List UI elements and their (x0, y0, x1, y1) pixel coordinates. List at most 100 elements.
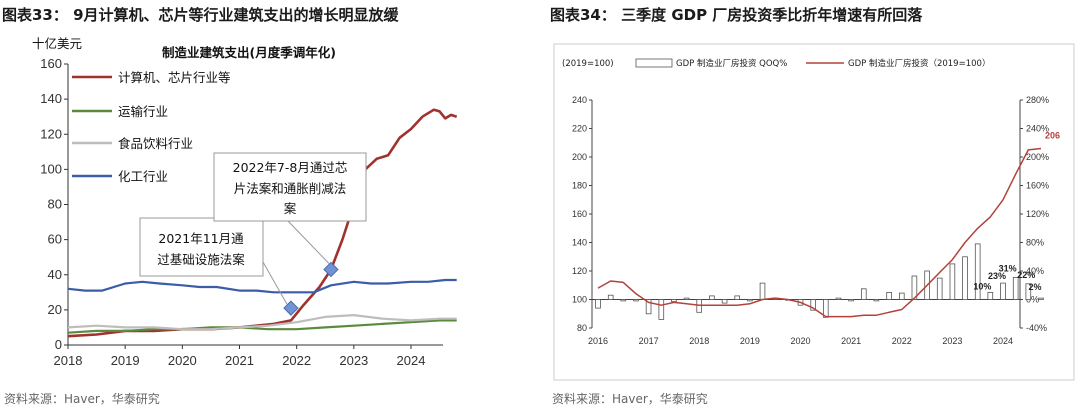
left-chart-title: 制造业建筑支出(月度季调年化) (162, 45, 336, 60)
right-left-tick-label: 200 (572, 152, 587, 162)
left-annotation-text: 2021年11月通 (158, 231, 244, 246)
right-bar-value-label: 22% (1017, 270, 1035, 280)
right-base-label: (2019=100) (562, 59, 614, 69)
left-series-line (67, 314, 457, 331)
right-qoq-bar (721, 299, 728, 304)
left-annotation-text: 2022年7-8月通过芯 (233, 160, 348, 175)
left-y-tick-label: 60 (48, 232, 62, 247)
left-legend-label: 化工行业 (118, 169, 168, 184)
left-x-tick-label: 2024 (397, 353, 426, 368)
left-legend-label: 计算机、芯片行业等 (118, 70, 231, 85)
left-series-line (67, 319, 457, 334)
left-y-tick-label: 0 (55, 337, 62, 352)
left-y-tick-label: 40 (48, 267, 62, 282)
right-x-tick-label: 2018 (689, 336, 709, 346)
left-figure-title: 图表33： 9月计算机、芯片等行业建筑支出的增长明显放缓 (2, 6, 399, 24)
right-qoq-bar (734, 295, 741, 300)
left-x-tick-label: 2023 (339, 353, 368, 368)
left-annotation-text: 片法案和通胀削减法 (234, 181, 347, 196)
right-qoq-bar (620, 299, 627, 302)
right-bar-value-label: 23% (988, 271, 1006, 281)
right-qoq-bar (911, 275, 918, 300)
left-y-tick-label: 80 (48, 197, 62, 212)
left-y-tick-label: 140 (40, 91, 62, 106)
right-index-line (597, 147, 1042, 318)
right-x-tick-label: 2016 (588, 336, 608, 346)
right-right-tick-label: 160% (1026, 181, 1049, 191)
right-qoq-bar (974, 243, 981, 300)
left-annotation-text: 案 (284, 201, 297, 216)
right-right-tick-label: 0% (1026, 295, 1039, 305)
right-left-tick-label: 180 (572, 181, 587, 191)
right-left-tick-label: 100 (572, 295, 587, 305)
left-event-marker (323, 261, 339, 278)
right-legend-bar-label: GDP 制造业厂房投资 QOQ% (676, 58, 787, 69)
right-source-note: 资料来源：Haver，华泰研究 (552, 392, 708, 406)
left-y-tick-label: 120 (40, 126, 62, 141)
left-x-tick-label: 2020 (168, 353, 197, 368)
left-annotation-leader (262, 261, 288, 305)
right-qoq-bar (645, 299, 652, 315)
right-chart: (2019=100) GDP 制造业厂房投资 QOQ% GDP 制造业厂房投资（20… (553, 43, 1075, 381)
right-qoq-bar (860, 288, 867, 300)
left-annotation-box (213, 152, 367, 222)
right-left-tick-label: 140 (572, 238, 587, 248)
right-qoq-bar (1000, 282, 1006, 300)
left-x-tick-label: 2019 (111, 353, 140, 368)
right-right-tick-label: 80% (1026, 238, 1044, 248)
right-qoq-bar (747, 299, 753, 302)
right-bar-value-label: 10% (973, 281, 991, 291)
right-left-tick-label: 120 (572, 266, 587, 276)
right-x-tick-label: 2020 (790, 336, 810, 346)
left-annotation-text: 过基础设施法案 (157, 252, 245, 267)
right-qoq-bar (1038, 297, 1044, 300)
right-left-tick-label: 220 (572, 124, 587, 134)
right-right-tick-label: 240% (1026, 124, 1049, 134)
right-x-tick-label: 2017 (639, 336, 659, 346)
right-qoq-bar (987, 291, 994, 300)
right-qoq-bar (848, 299, 854, 302)
right-qoq-bar (1012, 276, 1019, 300)
right-qoq-bar (683, 297, 690, 300)
right-x-tick-label: 2019 (740, 336, 760, 346)
right-qoq-bar (873, 299, 880, 302)
right-qoq-bar (898, 292, 905, 300)
right-qoq-bar (1025, 283, 1032, 300)
right-qoq-bar (835, 297, 842, 300)
left-event-marker (283, 300, 299, 316)
right-right-tick-label: 40% (1026, 266, 1044, 276)
left-chart-panel: 图表33： 9月计算机、芯片等行业建筑支出的增长明显放缓 十亿美元制造业建筑支出… (2, 6, 458, 406)
right-chart-panel: 图表34： 三季度 GDP 厂房投资季比折年增速有所回落 (2019=100) G… (548, 0, 1080, 413)
right-x-tick-label: 2021 (841, 336, 861, 346)
right-right-tick-label: 120% (1026, 209, 1049, 219)
right-right-tick-label: 280% (1026, 95, 1049, 105)
left-unit-label: 十亿美元 (32, 36, 82, 51)
right-right-tick-label: -40% (1026, 323, 1047, 333)
left-annotation-leader (287, 220, 330, 264)
left-y-tick-label: 20 (48, 302, 62, 317)
right-qoq-bar (886, 291, 892, 300)
right-qoq-bar (962, 256, 968, 300)
right-bar-value-label: 31% (999, 263, 1017, 273)
right-x-tick-label: 2024 (993, 336, 1013, 346)
right-bar-value-label: 2% (1028, 282, 1041, 292)
right-x-tick-label: 2022 (892, 336, 912, 346)
right-left-tick-label: 80 (577, 323, 587, 333)
left-legend-label: 食品饮料行业 (118, 136, 193, 151)
right-qoq-bar (633, 299, 639, 302)
right-qoq-bar (936, 277, 943, 300)
right-legend-line-label: GDP 制造业厂房投资（2019=100） (848, 58, 990, 69)
left-x-tick-label: 2018 (54, 353, 83, 368)
right-qoq-bar (671, 299, 677, 302)
left-legend-label: 运输行业 (118, 104, 168, 119)
right-x-tick-label: 2023 (942, 336, 962, 346)
right-legend-bar-swatch (635, 58, 673, 68)
right-chart-frame (553, 43, 1075, 381)
left-source-note: 资料来源：Haver，华泰研究 (4, 392, 160, 406)
right-qoq-bar (658, 299, 665, 320)
left-y-tick-label: 100 (40, 161, 62, 176)
right-qoq-bar (949, 263, 956, 300)
right-qoq-bar (709, 295, 715, 300)
left-series-line (67, 278, 457, 294)
